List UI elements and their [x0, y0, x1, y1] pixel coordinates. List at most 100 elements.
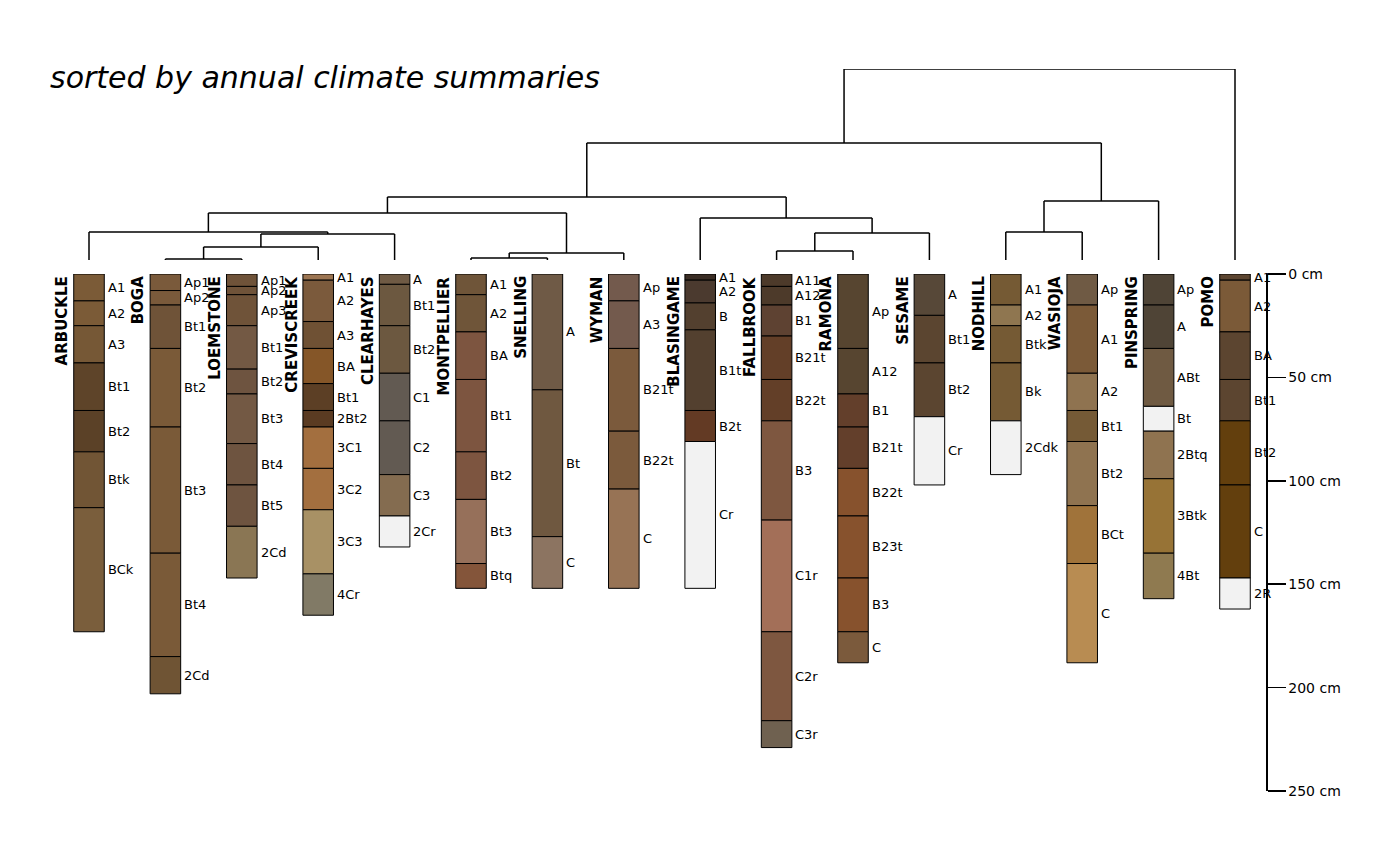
svg-text:A1: A1 [108, 280, 125, 295]
svg-text:ABt: ABt [1177, 370, 1200, 385]
svg-text:A3: A3 [337, 328, 354, 343]
svg-text:A2: A2 [337, 293, 354, 308]
svg-text:BA: BA [337, 359, 355, 374]
svg-text:100 cm: 100 cm [1288, 473, 1341, 489]
svg-text:Ap3: Ap3 [261, 303, 286, 318]
svg-text:Bt2: Bt2 [1101, 466, 1123, 481]
svg-text:Ap1: Ap1 [261, 273, 286, 288]
svg-text:C: C [1254, 524, 1263, 539]
svg-text:Bt1: Bt1 [108, 379, 130, 394]
svg-text:MONTPELLIER: MONTPELLIER [435, 277, 453, 396]
svg-text:Bk: Bk [1025, 384, 1042, 399]
svg-text:B22t: B22t [795, 393, 826, 408]
svg-text:Bt1: Bt1 [413, 298, 435, 313]
svg-text:A3: A3 [108, 337, 125, 352]
svg-text:2Cr: 2Cr [413, 524, 436, 539]
svg-text:CREVISCREEK: CREVISCREEK [283, 276, 301, 393]
svg-text:2Cdk: 2Cdk [1025, 440, 1059, 455]
svg-text:ARBUCKLE: ARBUCKLE [53, 276, 71, 365]
svg-text:A1: A1 [719, 270, 736, 285]
svg-text:C1: C1 [413, 390, 430, 405]
svg-text:C: C [872, 640, 881, 655]
svg-text:3C3: 3C3 [337, 534, 363, 549]
svg-text:A1: A1 [490, 277, 507, 292]
svg-text:A1: A1 [1025, 282, 1042, 297]
svg-text:A2: A2 [108, 306, 125, 321]
svg-text:sorted by annual climate summa: sorted by annual climate summaries [50, 60, 600, 95]
svg-text:WASIOJA: WASIOJA [1046, 276, 1064, 350]
svg-text:Ap: Ap [1101, 282, 1118, 297]
svg-text:Bt: Bt [1177, 411, 1191, 426]
svg-text:2Bt2: 2Bt2 [337, 411, 368, 426]
svg-text:Bt3: Bt3 [261, 411, 283, 426]
svg-text:A11: A11 [795, 273, 820, 288]
svg-text:C2r: C2r [795, 669, 818, 684]
svg-text:C3r: C3r [795, 727, 818, 742]
svg-text:2R: 2R [1254, 586, 1271, 601]
svg-text:Bt2: Bt2 [108, 424, 130, 439]
svg-text:3C2: 3C2 [337, 482, 363, 497]
svg-text:A: A [566, 324, 575, 339]
svg-text:LOEMSTONE: LOEMSTONE [206, 276, 224, 380]
svg-text:4Bt: 4Bt [1177, 568, 1199, 583]
svg-text:B3: B3 [795, 463, 812, 478]
svg-text:A12: A12 [795, 288, 820, 303]
svg-text:Bt3: Bt3 [184, 483, 206, 498]
svg-text:3Btk: 3Btk [1177, 508, 1207, 523]
svg-text:Bt: Bt [566, 456, 580, 471]
svg-text:0 cm: 0 cm [1288, 266, 1323, 282]
svg-text:A12: A12 [872, 364, 897, 379]
svg-text:Btk: Btk [108, 472, 130, 487]
svg-text:POMO: POMO [1199, 276, 1217, 327]
svg-text:150 cm: 150 cm [1288, 576, 1341, 592]
svg-text:Bt2: Bt2 [184, 380, 206, 395]
svg-text:Bt2: Bt2 [261, 374, 283, 389]
svg-text:A: A [413, 272, 422, 287]
svg-text:C: C [643, 531, 652, 546]
svg-text:B3: B3 [872, 597, 889, 612]
svg-text:C3: C3 [413, 488, 430, 503]
svg-text:BCt: BCt [1101, 527, 1124, 542]
svg-text:Bt2: Bt2 [948, 382, 970, 397]
svg-text:Ap: Ap [872, 304, 889, 319]
svg-text:A3: A3 [643, 317, 660, 332]
svg-text:C: C [1101, 606, 1110, 621]
svg-text:CLEARHAYES: CLEARHAYES [359, 276, 377, 385]
svg-text:A: A [948, 287, 957, 302]
svg-text:A: A [1177, 319, 1186, 334]
svg-text:Bt1: Bt1 [337, 390, 359, 405]
svg-text:Cr: Cr [719, 507, 734, 522]
svg-text:250 cm: 250 cm [1288, 783, 1341, 799]
svg-text:Bt1: Bt1 [1101, 419, 1123, 434]
svg-text:Ap2: Ap2 [261, 283, 286, 298]
svg-text:Ap2: Ap2 [184, 290, 209, 305]
svg-text:SESAME: SESAME [894, 276, 912, 345]
svg-text:Bt3: Bt3 [490, 524, 512, 539]
svg-text:B22t: B22t [643, 453, 674, 468]
svg-text:2Btq: 2Btq [1177, 447, 1208, 462]
svg-text:Ap: Ap [1177, 282, 1194, 297]
svg-text:B21t: B21t [872, 440, 903, 455]
svg-text:Bt5: Bt5 [261, 498, 283, 513]
svg-text:3C1: 3C1 [337, 440, 363, 455]
svg-text:C: C [566, 555, 575, 570]
svg-text:A2: A2 [490, 306, 507, 321]
svg-text:A1: A1 [337, 270, 354, 285]
svg-text:A2: A2 [1025, 308, 1042, 323]
svg-text:FALLBROOK: FALLBROOK [741, 276, 759, 377]
svg-text:B1t: B1t [719, 363, 741, 378]
svg-text:B1: B1 [795, 313, 812, 328]
svg-text:2Cd: 2Cd [184, 668, 210, 683]
svg-text:BLASINGAME: BLASINGAME [665, 276, 683, 387]
svg-text:SNELLING: SNELLING [512, 276, 530, 359]
svg-text:Bt4: Bt4 [261, 457, 283, 472]
svg-text:B21t: B21t [795, 350, 826, 365]
svg-text:BA: BA [490, 348, 508, 363]
svg-text:A1: A1 [1254, 270, 1271, 285]
svg-text:Bt2: Bt2 [1254, 445, 1276, 460]
svg-text:Bt1: Bt1 [184, 319, 206, 334]
svg-text:RAMONA: RAMONA [817, 276, 835, 351]
svg-text:2Cd: 2Cd [261, 545, 287, 560]
svg-text:B21t: B21t [643, 382, 674, 397]
svg-text:Bt1: Bt1 [261, 340, 283, 355]
